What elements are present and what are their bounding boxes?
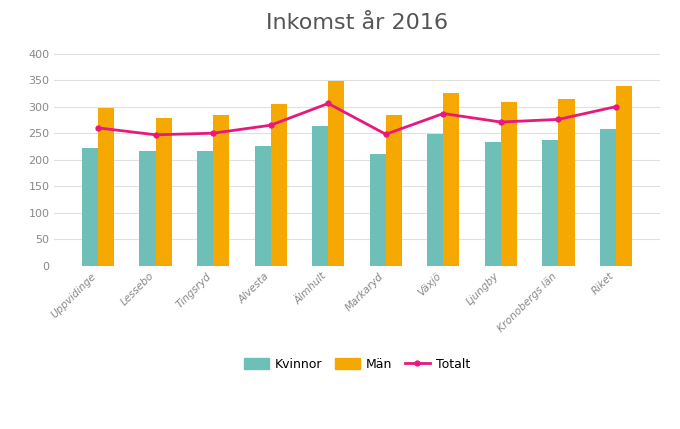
Bar [271,104,287,266]
Bar [558,99,575,266]
Bar [370,154,386,266]
Bar [156,118,171,266]
Bar [386,115,402,266]
Bar [98,108,114,266]
Bar [197,151,213,266]
Bar [616,87,632,266]
Bar [501,102,517,266]
Legend: Kvinnor, Män, Totalt: Kvinnor, Män, Totalt [239,353,475,376]
Bar [328,81,344,266]
Bar [213,115,229,266]
Bar [485,142,501,266]
Bar [543,140,558,266]
Bar [254,146,271,266]
Bar [600,129,616,266]
Title: Inkomst år 2016: Inkomst år 2016 [266,13,448,33]
Bar [139,151,156,266]
Bar [312,126,328,266]
Bar [82,148,98,266]
Bar [443,94,460,266]
Bar [427,134,443,266]
